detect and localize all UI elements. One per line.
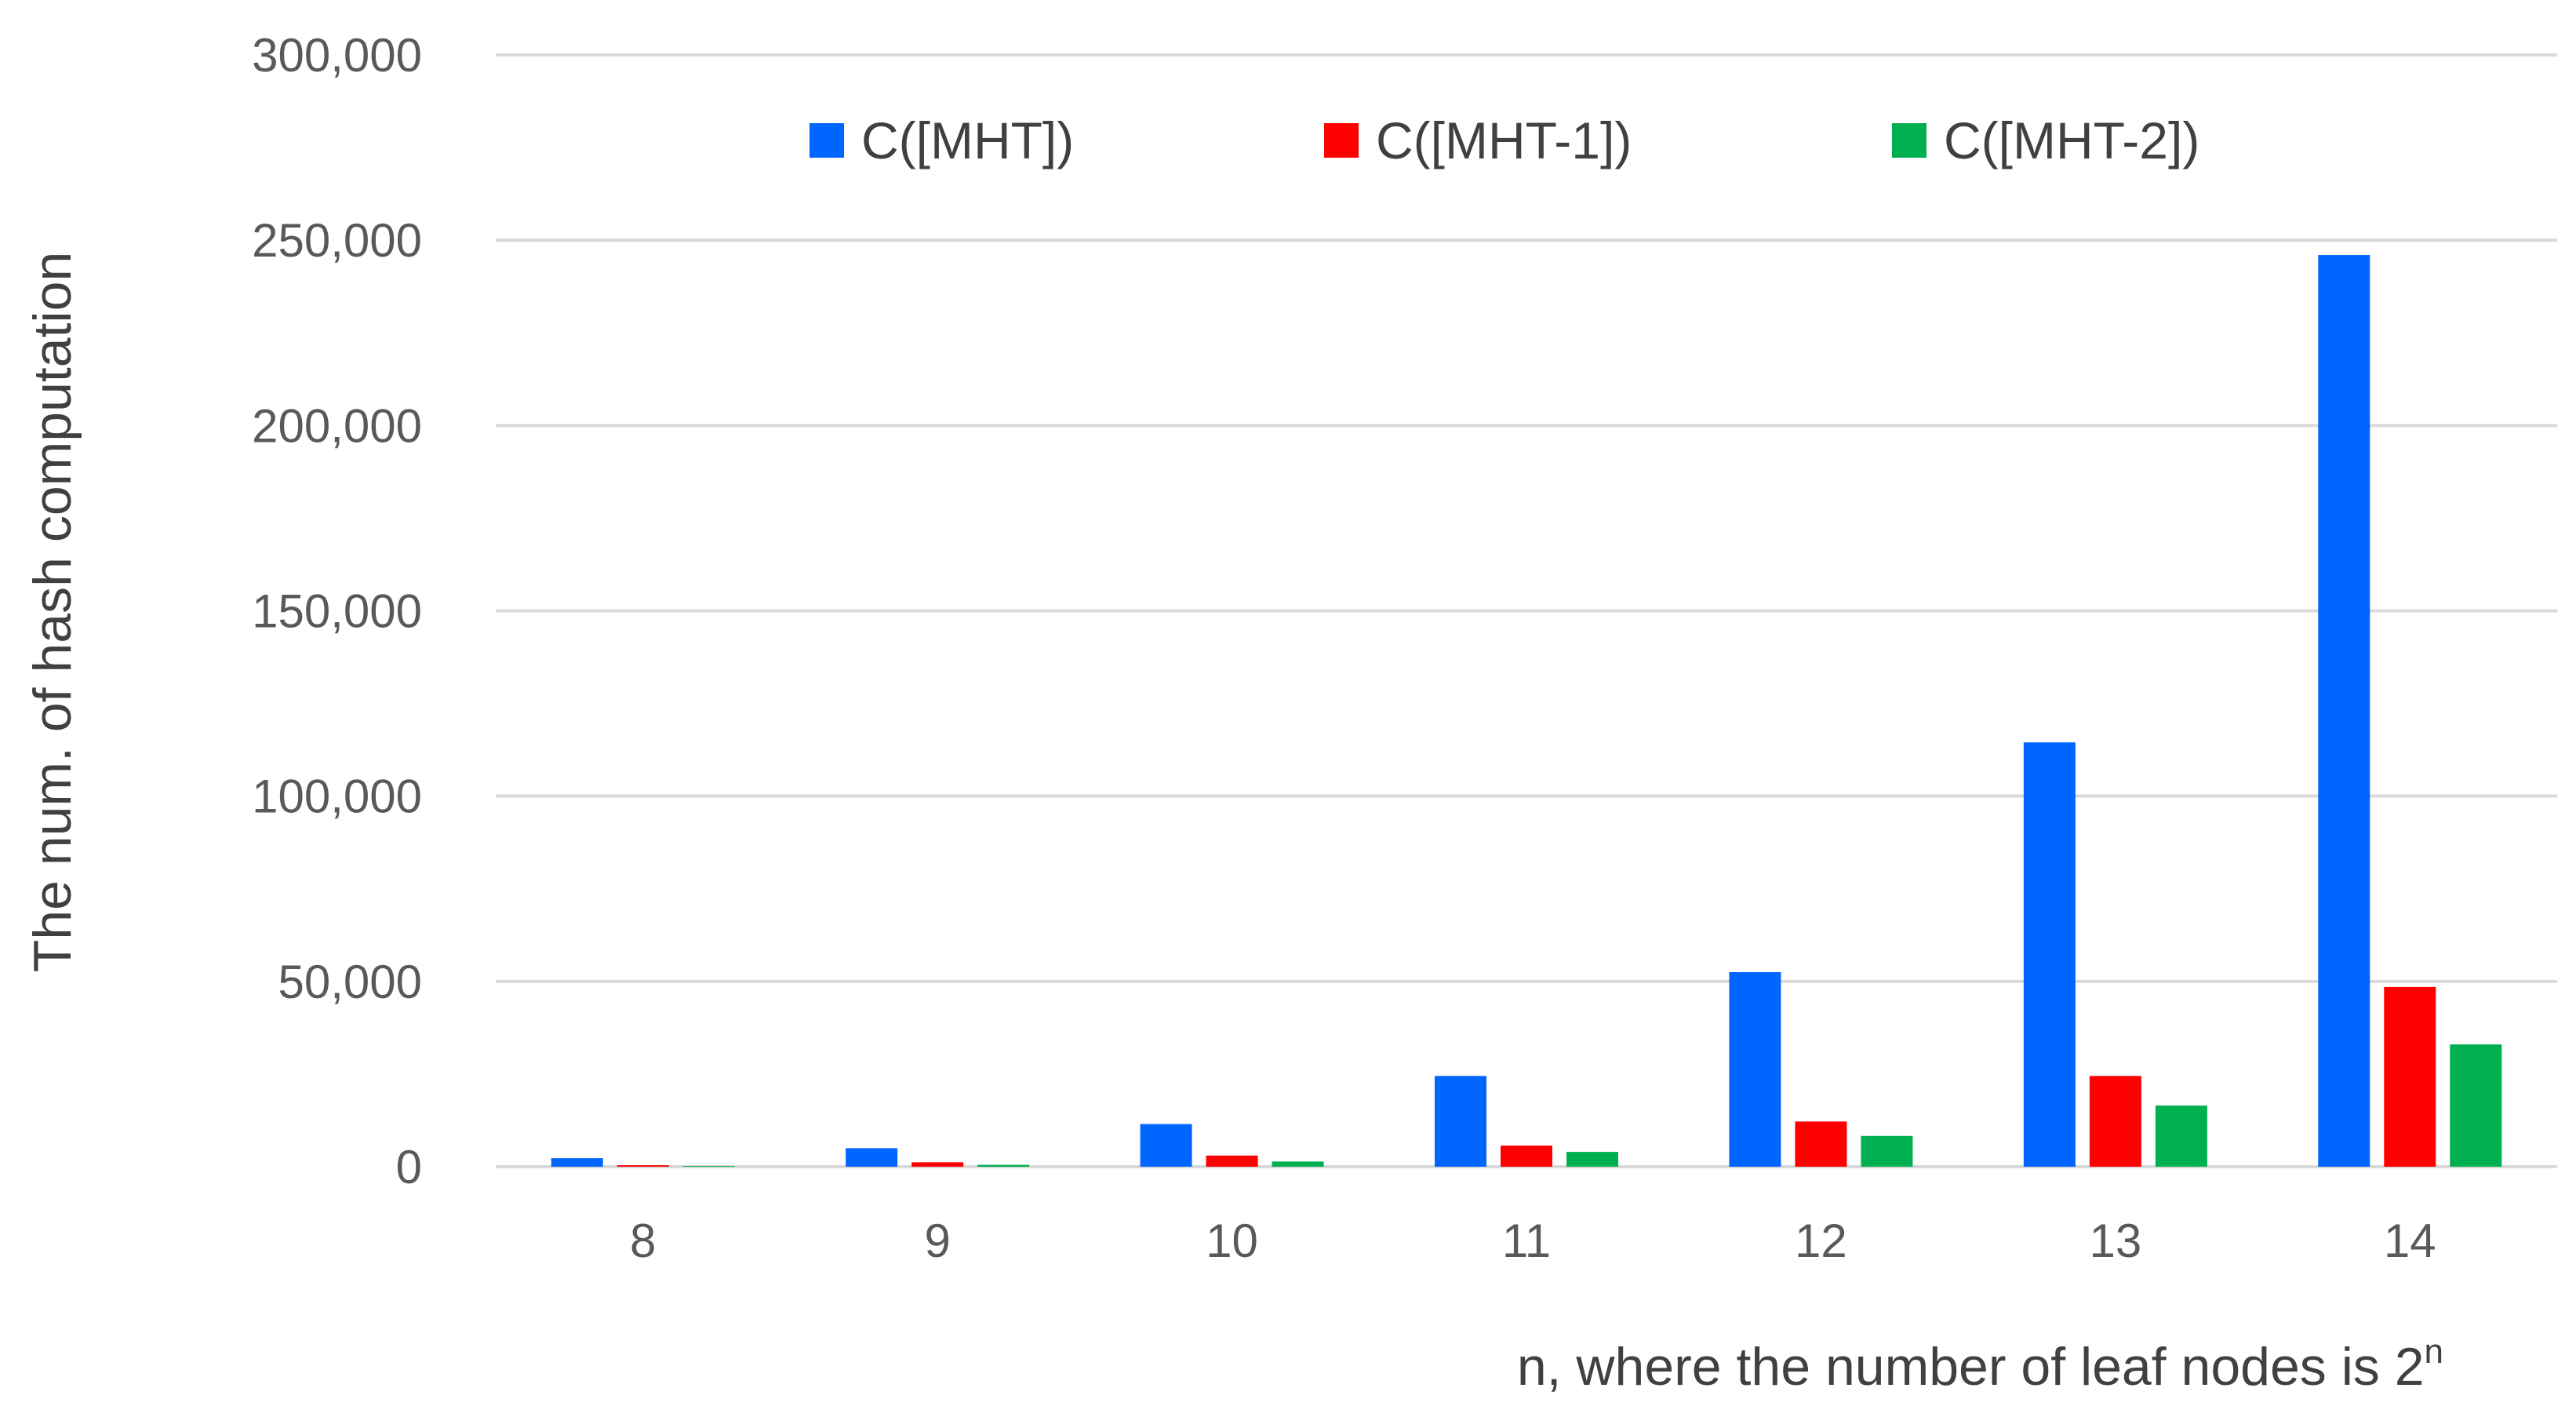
x-tick-label: 10 bbox=[1206, 1215, 1258, 1267]
y-tick-label: 150,000 bbox=[252, 585, 422, 638]
legend-label: C([MHT]) bbox=[861, 111, 1074, 169]
bar-C([MHT-2]) bbox=[1272, 1161, 1324, 1167]
bar-C([MHT-2]) bbox=[2155, 1106, 2207, 1167]
legend: C([MHT]) C([MHT-1]) C([MHT-2]) bbox=[810, 111, 2199, 169]
legend-swatch bbox=[1892, 123, 1927, 158]
y-tick-label: 50,000 bbox=[278, 956, 422, 1008]
legend-swatch bbox=[810, 123, 844, 158]
legend-label: C([MHT-2]) bbox=[1944, 111, 2199, 169]
y-tick-label: 250,000 bbox=[252, 214, 422, 267]
x-tick-label: 13 bbox=[2089, 1215, 2141, 1267]
bar-C([MHT-2]) bbox=[1566, 1152, 1618, 1167]
legend-swatch bbox=[1324, 123, 1359, 158]
bar-C([MHT]) bbox=[2318, 255, 2370, 1167]
bar-C([MHT-1]) bbox=[617, 1165, 669, 1167]
bar-C([MHT-2]) bbox=[2450, 1044, 2502, 1167]
bar-C([MHT]) bbox=[2023, 742, 2076, 1167]
x-axis-title: n, where the number of leaf nodes is 2n bbox=[1517, 1332, 2443, 1397]
x-tick-label: 12 bbox=[1795, 1215, 1847, 1267]
bar-C([MHT-2]) bbox=[1861, 1135, 1913, 1167]
x-tick-label: 9 bbox=[924, 1215, 950, 1267]
bar-C([MHT]) bbox=[1435, 1076, 1486, 1167]
bar-C([MHT-1]) bbox=[911, 1162, 964, 1167]
bar-C([MHT]) bbox=[1729, 972, 1781, 1167]
y-axis-title: The num. of hash computation bbox=[23, 252, 82, 973]
bar-C([MHT]) bbox=[551, 1158, 603, 1167]
x-axis-ticks: 8 9 10 11 12 13 14 bbox=[630, 1215, 2436, 1267]
x-tick-label: 11 bbox=[1502, 1215, 1551, 1267]
y-axis-ticks: 0 50,000 100,000 150,000 200,000 250,000 300,0… bbox=[252, 29, 422, 1193]
x-axis-title-main: n, where the number of leaf nodes is 2 bbox=[1517, 1337, 2425, 1397]
bar-C([MHT]) bbox=[846, 1148, 898, 1167]
grid-lines bbox=[496, 53, 2557, 1168]
bar-C([MHT-1]) bbox=[1795, 1121, 1847, 1167]
bar-C([MHT-2]) bbox=[682, 1166, 735, 1167]
bar-C([MHT-2]) bbox=[977, 1164, 1030, 1167]
y-tick-label: 200,000 bbox=[252, 399, 422, 452]
bars bbox=[551, 255, 2502, 1167]
bar-C([MHT-1]) bbox=[2089, 1076, 2141, 1167]
bar-C([MHT-1]) bbox=[1206, 1155, 1258, 1167]
x-tick-label: 14 bbox=[2384, 1215, 2436, 1267]
bar-C([MHT-1]) bbox=[2384, 986, 2436, 1167]
bar-C([MHT-1]) bbox=[1501, 1146, 1552, 1167]
bar-C([MHT]) bbox=[1140, 1124, 1192, 1167]
x-axis-title-superscript: n bbox=[2425, 1332, 2443, 1371]
legend-label: C([MHT-1]) bbox=[1376, 111, 1632, 169]
y-tick-label: 100,000 bbox=[252, 770, 422, 823]
y-tick-label: 0 bbox=[396, 1141, 422, 1193]
x-tick-label: 8 bbox=[630, 1215, 656, 1267]
y-tick-label: 300,000 bbox=[252, 29, 422, 82]
